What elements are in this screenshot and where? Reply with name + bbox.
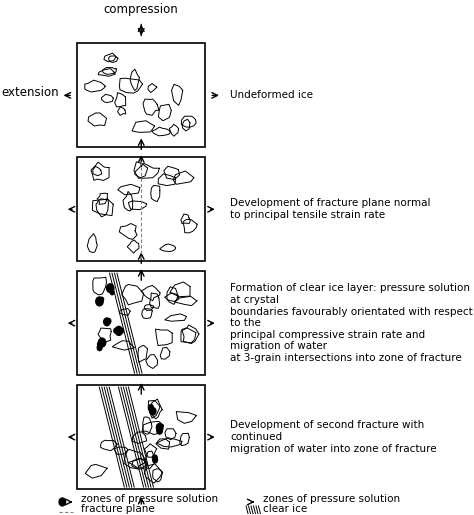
Circle shape [104, 319, 108, 323]
Circle shape [114, 328, 118, 333]
Circle shape [98, 342, 101, 347]
Text: Development of fracture plane normal
to principal tensile strain rate: Development of fracture plane normal to … [230, 198, 430, 220]
Circle shape [115, 327, 123, 335]
Circle shape [150, 408, 156, 415]
Text: fracture plane: fracture plane [82, 504, 155, 514]
Bar [77, 271, 205, 375]
Text: Development of second fracture with continued
migration of water into zone of fr: Development of second fracture with cont… [230, 420, 437, 454]
Circle shape [98, 299, 101, 303]
Circle shape [148, 405, 154, 410]
Circle shape [109, 287, 112, 292]
Text: compression: compression [104, 3, 179, 15]
Circle shape [99, 338, 106, 347]
Bar [77, 43, 205, 147]
Circle shape [110, 290, 114, 295]
Circle shape [157, 427, 163, 434]
Circle shape [156, 423, 163, 431]
Circle shape [107, 318, 111, 323]
Text: extension: extension [1, 86, 59, 99]
Circle shape [97, 345, 102, 351]
Circle shape [59, 498, 66, 506]
Circle shape [100, 297, 104, 301]
Bar [77, 385, 205, 489]
Circle shape [96, 297, 103, 306]
Circle shape [104, 318, 110, 325]
Bar [77, 157, 205, 261]
Text: Undeformed ice: Undeformed ice [230, 90, 313, 100]
Circle shape [153, 457, 157, 463]
Circle shape [153, 455, 157, 461]
Text: Formation of clear ice layer: pressure solution at crystal
boundaries favourably: Formation of clear ice layer: pressure s… [230, 283, 473, 363]
Text: zones of pressure solution: zones of pressure solution [82, 494, 219, 504]
Circle shape [119, 329, 124, 333]
Circle shape [107, 284, 114, 293]
Text: clear ice: clear ice [263, 504, 307, 514]
Text: zones of pressure solution: zones of pressure solution [263, 494, 400, 504]
